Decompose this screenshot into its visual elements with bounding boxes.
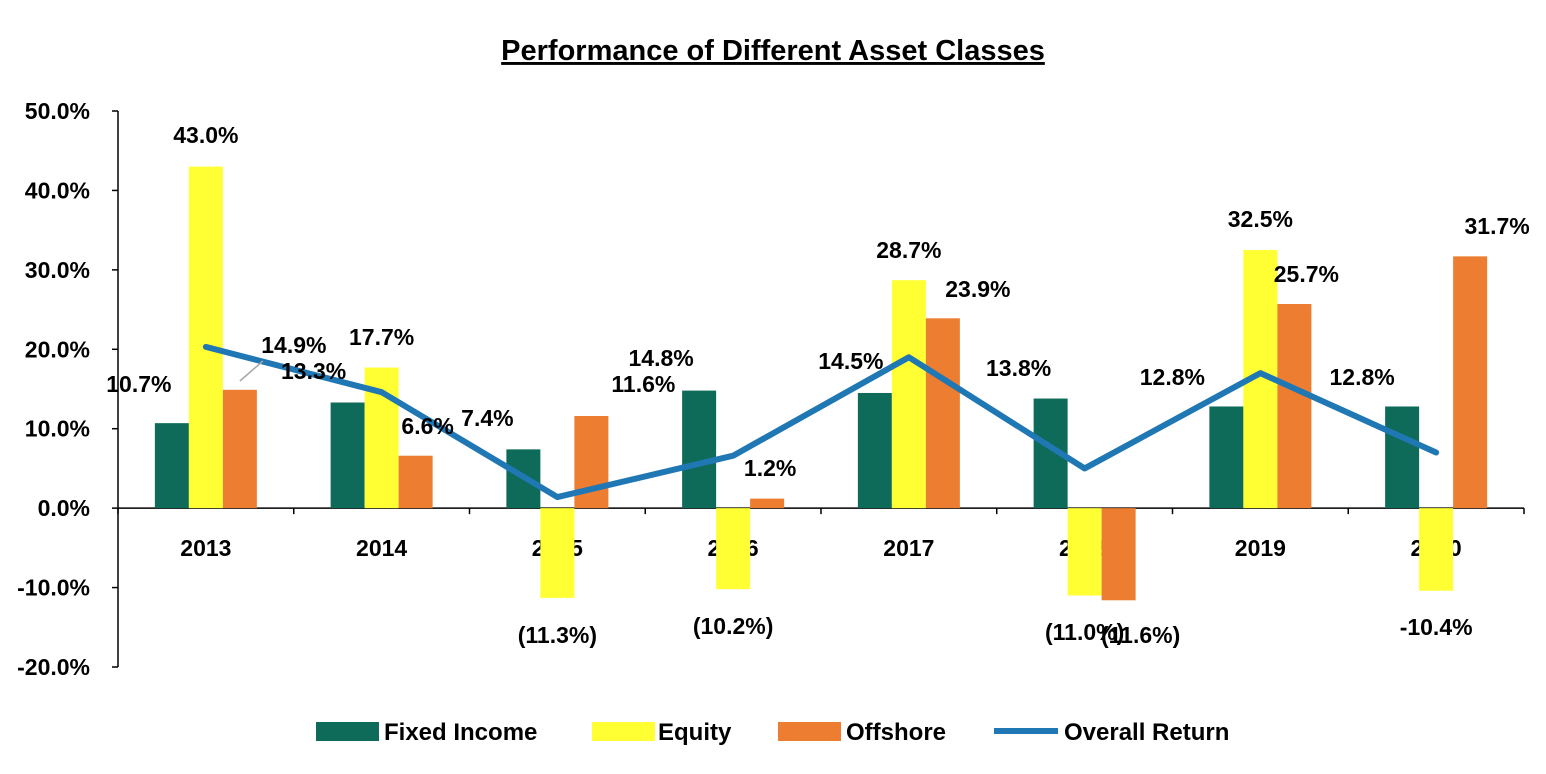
offshore-data-label: 14.9%: [261, 332, 326, 358]
offshore-data-label: 23.9%: [945, 276, 1010, 302]
y-tick-label: -20.0%: [17, 654, 90, 680]
fixed-income-bar-2016: [682, 390, 717, 509]
fixed-income-data-label: 12.8%: [1330, 364, 1395, 390]
y-tick-label: 0.0%: [38, 495, 90, 521]
offshore-bar-2018: [1101, 508, 1136, 601]
fixed-income-bar-2013: [154, 423, 189, 509]
offshore-bar-2013: [222, 389, 257, 509]
offshore-bar-2014: [398, 455, 433, 509]
offshore-data-label: (11.6%): [1101, 622, 1180, 648]
x-tick-label: 2014: [356, 535, 407, 561]
legend-label: Fixed Income: [384, 719, 537, 746]
fixed-income-bar-2020: [1385, 406, 1420, 509]
offshore-data-label: 25.7%: [1274, 261, 1339, 287]
equity-data-label: 17.7%: [349, 324, 414, 350]
equity-data-label: (11.0%): [1045, 619, 1124, 645]
offshore-bar-2017: [925, 318, 960, 509]
label-leader-line: [239, 360, 264, 382]
fixed-income-bar-2014: [330, 402, 365, 509]
chart-title: Performance of Different Asset Classes: [501, 35, 1045, 67]
y-tick-label: 30.0%: [25, 257, 90, 283]
equity-data-label: 32.5%: [1228, 206, 1293, 232]
y-tick-label: 10.0%: [25, 416, 90, 442]
y-tick-label: 50.0%: [25, 98, 90, 124]
equity-bar-2020: [1419, 508, 1454, 591]
equity-data-label: 28.7%: [876, 237, 941, 263]
fixed-income-data-label: 13.3%: [281, 358, 346, 384]
bar-group: [154, 166, 1488, 601]
x-tick-label: 2019: [1235, 535, 1286, 561]
fixed-income-data-label: 13.8%: [986, 355, 1051, 381]
offshore-data-label: 1.2%: [744, 455, 796, 481]
overall-return-line-group: [202, 343, 1440, 501]
offshore-data-label: 6.6%: [401, 413, 453, 439]
equity-bar-2018: [1067, 508, 1102, 596]
equity-data-label: 43.0%: [173, 122, 238, 148]
equity-bar-2017: [891, 280, 926, 509]
legend-swatch-offshore: [778, 722, 841, 741]
equity-data-label: (10.2%): [693, 613, 774, 639]
offshore-bar-2016: [750, 498, 785, 509]
y-tick-label: -10.0%: [17, 575, 90, 601]
y-tick-label: 40.0%: [25, 177, 90, 203]
offshore-data-label: 31.7%: [1465, 213, 1530, 239]
offshore-bar-2019: [1277, 304, 1312, 509]
legend-label: Offshore: [846, 719, 946, 746]
fixed-income-bar-2019: [1209, 406, 1244, 509]
fixed-income-bar-2017: [857, 392, 892, 509]
legend-swatch-equity: [592, 722, 655, 741]
equity-data-label: (11.3%): [518, 622, 597, 648]
legend-label: Equity: [658, 719, 732, 746]
legend: Fixed Income Equity Offshore Overall Return: [316, 719, 1229, 746]
fixed-income-data-label: 10.7%: [106, 371, 171, 397]
data-labels: 10.7% 13.3% 7.4% 14.8% 14.5% 13.8% 12.8% 12.8% 4…: [106, 122, 1529, 648]
y-axis: 50.0% 40.0% 30.0% 20.0% 10.0% 0.0% -10.0% -20.0…: [17, 98, 119, 680]
legend-label: Overall Return: [1064, 719, 1229, 746]
equity-bar-2016: [716, 508, 751, 590]
offshore-bar-2020: [1453, 256, 1488, 509]
offshore-data-label: 11.6%: [611, 371, 675, 397]
fixed-income-data-label: 14.5%: [818, 348, 883, 374]
fixed-income-data-label: 12.8%: [1140, 364, 1205, 390]
y-tick-label: 20.0%: [25, 336, 90, 362]
legend-swatch-fixed-income: [316, 722, 379, 741]
x-tick-label: 2013: [180, 535, 231, 561]
fixed-income-data-label: 7.4%: [461, 405, 513, 431]
fixed-income-data-label: 14.8%: [629, 345, 694, 371]
equity-bar-2013: [188, 166, 223, 509]
x-tick-label: 2017: [883, 535, 934, 561]
equity-bar-2015: [540, 508, 575, 598]
overall-return-line: [202, 343, 1440, 501]
x-axis: 20132014201520162017201820192020: [117, 507, 1525, 561]
equity-data-label: -10.4%: [1400, 614, 1473, 640]
